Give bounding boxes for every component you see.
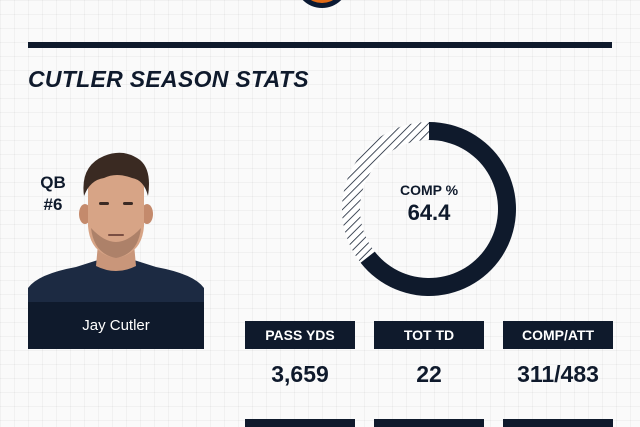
stat-label-comp-att: COMP/ATT [503,321,613,349]
stat-value-comp-att: 311/483 [517,361,599,387]
next-stat-label-bar [245,419,355,427]
player-hair [83,152,149,196]
completion-value: 64.4 [407,200,451,225]
player-name: Jay Cutler [82,317,150,334]
player-eye-left [99,202,109,205]
player-photo [28,150,204,302]
top-divider [28,42,612,48]
stat-value-pass-yards: 3,659 [271,361,329,387]
logo-text-cropped [365,0,540,2]
team-header [295,0,555,12]
bears-logo-icon [295,0,349,8]
stat-value-total-td: 22 [416,361,442,387]
player-position: QB [40,173,66,192]
player-eye-right [123,202,133,205]
player-number: #6 [43,195,63,214]
player-face [88,162,144,258]
stat-total-td: TOT TD 22 [374,321,484,388]
player-beard [91,228,141,258]
next-stat-label-bar [374,419,484,427]
completion-label: COMP % [399,182,459,198]
donut-remainder-segment [342,122,429,263]
player-jersey [28,260,204,302]
stat-label-total-td: TOT TD [374,321,484,349]
player-position-block: QB #6 [30,172,76,216]
stat-comp-att: COMP/ATT 311/483 [503,321,613,388]
player-name-bar: Jay Cutler [28,302,204,349]
player-mouth [108,234,124,236]
stat-pass-yards: PASS YDS 3,659 [245,321,355,388]
donut-center-text: COMP % 64.4 [339,182,519,226]
section-title: CUTLER SEASON STATS [28,66,309,92]
stat-label-pass-yards: PASS YDS [245,321,355,349]
next-stat-label-bar [503,419,613,427]
completion-donut-chart [342,122,516,296]
